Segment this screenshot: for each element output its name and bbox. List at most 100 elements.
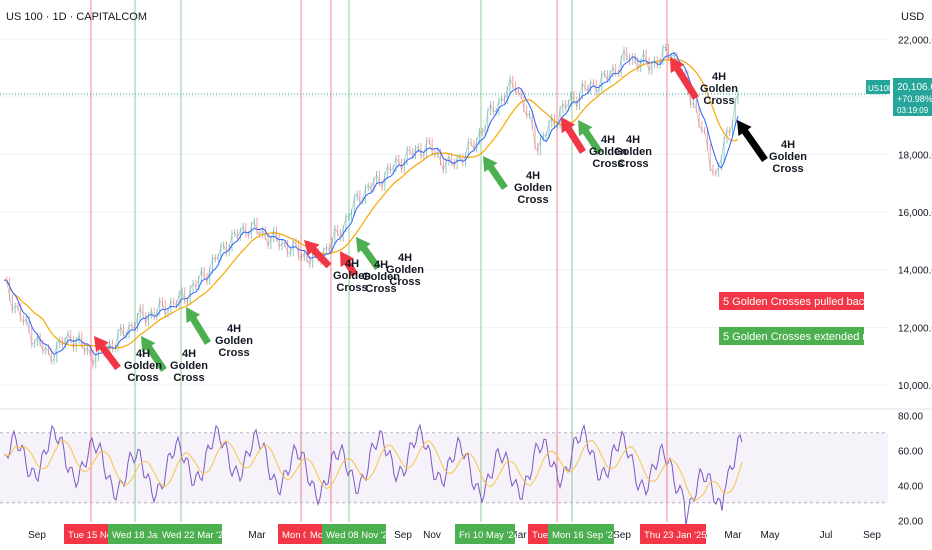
date-label-box xyxy=(108,524,166,544)
arrow-shape xyxy=(561,117,586,154)
grid-lines xyxy=(0,38,932,410)
date-label-box xyxy=(455,524,515,544)
annotation-text: 4H xyxy=(398,252,412,264)
date-label-text: Thu 23 Jan '25 xyxy=(644,530,707,541)
date-label-box xyxy=(640,524,706,544)
arrow-shape xyxy=(186,307,211,345)
annotation-text: 4H xyxy=(345,258,359,270)
y-tick-label: 22,000.0 xyxy=(898,35,932,46)
rsi-pane xyxy=(0,423,888,526)
date-label-text: Wed 18 Jan ' xyxy=(112,530,167,541)
legend-pulled-back-box xyxy=(719,292,864,310)
x-tick-label: Sep xyxy=(863,530,881,541)
rsi-line xyxy=(3,423,743,526)
date-label-box xyxy=(158,524,222,544)
arrow-shape xyxy=(340,251,358,277)
annotation-text: Golden xyxy=(124,360,162,372)
annotation-arrow xyxy=(561,117,586,154)
legend-pulled-back-text: 5 Golden Crosses pulled back xyxy=(723,296,870,308)
annotation-text: Cross xyxy=(703,95,734,107)
annotation-text: 4H xyxy=(182,348,196,360)
annotation-text: Cross xyxy=(772,163,803,175)
arrow-shape xyxy=(670,57,699,100)
annotation-text: 4H xyxy=(374,259,388,271)
date-label-text: Tue 15 Nov ' xyxy=(68,530,121,541)
rsi-tick-label: 40.00 xyxy=(898,481,923,492)
annotation-arrow xyxy=(141,336,167,372)
rsi-tick-label: 60.00 xyxy=(898,446,923,457)
annotation-text: Golden xyxy=(769,151,807,163)
annotation-arrow xyxy=(186,307,211,345)
annotation-text: Cross xyxy=(173,372,204,384)
legend-extended-text: 5 Golden Crosses extended rally xyxy=(723,331,883,343)
annotation-arrow xyxy=(670,57,699,100)
y-tick-label: 16,000.0 xyxy=(898,208,932,219)
x-tick-label: Nov xyxy=(423,530,441,541)
annotation-arrow xyxy=(483,156,508,190)
y-tick-label: 12,000.0 xyxy=(898,323,932,334)
annotation-text: Cross xyxy=(592,158,623,170)
x-tick-label: Sep xyxy=(394,530,412,541)
annotation-text: Golden xyxy=(514,182,552,194)
annotation-text: 4H xyxy=(136,348,150,360)
annotation-text: Cross xyxy=(389,276,420,288)
arrow-shape xyxy=(94,336,121,371)
date-label-text: Tue xyxy=(532,530,548,541)
arrow-shape xyxy=(304,240,332,269)
annotation-text: Golden xyxy=(170,360,208,372)
x-tick-label: Mar xyxy=(248,530,266,541)
annotation-text: Golden xyxy=(700,83,738,95)
date-label-box xyxy=(548,524,614,544)
arrow-shape xyxy=(737,120,768,163)
arrow-shape xyxy=(483,156,508,190)
date-label-text: Mon 04 xyxy=(282,530,314,541)
price-tag-box xyxy=(893,78,932,116)
slow-ma-line xyxy=(3,58,739,349)
axes: 22,000.020,000.018,000.016,000.014,000.0… xyxy=(28,35,932,544)
x-tick-label: May xyxy=(761,530,780,541)
date-label-box xyxy=(322,524,386,544)
currency-label: USD xyxy=(901,11,925,23)
x-tick-label: Mar xyxy=(509,530,527,541)
annotation-text: Golden xyxy=(362,271,400,283)
annotation-text: 4H xyxy=(601,134,615,146)
x-tick-label: Mar xyxy=(724,530,742,541)
annotation-arrow xyxy=(737,120,768,163)
annotation-text: Cross xyxy=(365,283,396,295)
annotation-text: 4H xyxy=(781,139,795,151)
rsi-tick-label: 20.00 xyxy=(898,516,923,527)
annotation-text: Cross xyxy=(517,194,548,206)
annotation-text: Golden xyxy=(215,335,253,347)
chart-header: US 100 · 1D · CAPITALCOM xyxy=(6,11,147,23)
annotation-text: 4H xyxy=(712,71,726,83)
y-tick-label: 18,000.0 xyxy=(898,151,932,162)
price-pane xyxy=(0,43,888,369)
price-tag-symbol: US100 xyxy=(868,84,893,93)
x-tick-label: Sep xyxy=(613,530,631,541)
x-tick-label: Jul xyxy=(820,530,833,541)
rsi-tick-label: 80.00 xyxy=(898,411,923,422)
price-tag-countdown: 03:19:09 xyxy=(897,106,929,115)
annotation-text: 4H xyxy=(227,323,241,335)
annotation-arrow xyxy=(304,240,332,269)
annotations: 4HGoldenCross4HGoldenCross4HGoldenCross4… xyxy=(94,57,883,384)
price-tag-symbol-box xyxy=(866,80,890,94)
annotation-text: Cross xyxy=(617,158,648,170)
annotation-arrow xyxy=(94,336,121,371)
date-label-text: Mo xyxy=(310,530,323,541)
date-label-text: Wed 08 Nov '23 xyxy=(326,530,393,541)
annotation-text: Golden xyxy=(386,264,424,276)
annotation-arrow xyxy=(356,237,381,271)
rsi-ma-line xyxy=(3,439,743,501)
annotation-arrow xyxy=(578,120,603,155)
annotation-arrow xyxy=(340,251,358,277)
price-tag-price: 20,106.6 xyxy=(897,82,932,93)
fast-ma-line xyxy=(3,52,739,356)
legend-extended-box xyxy=(719,327,864,345)
annotation-text: 4H xyxy=(526,170,540,182)
arrow-shape xyxy=(141,336,167,372)
date-label-text: Mon 16 Sep '24 xyxy=(552,530,618,541)
arrow-shape xyxy=(578,120,603,155)
price-tag-change: +70.98% xyxy=(897,94,932,104)
annotation-text: Golden xyxy=(614,146,652,158)
